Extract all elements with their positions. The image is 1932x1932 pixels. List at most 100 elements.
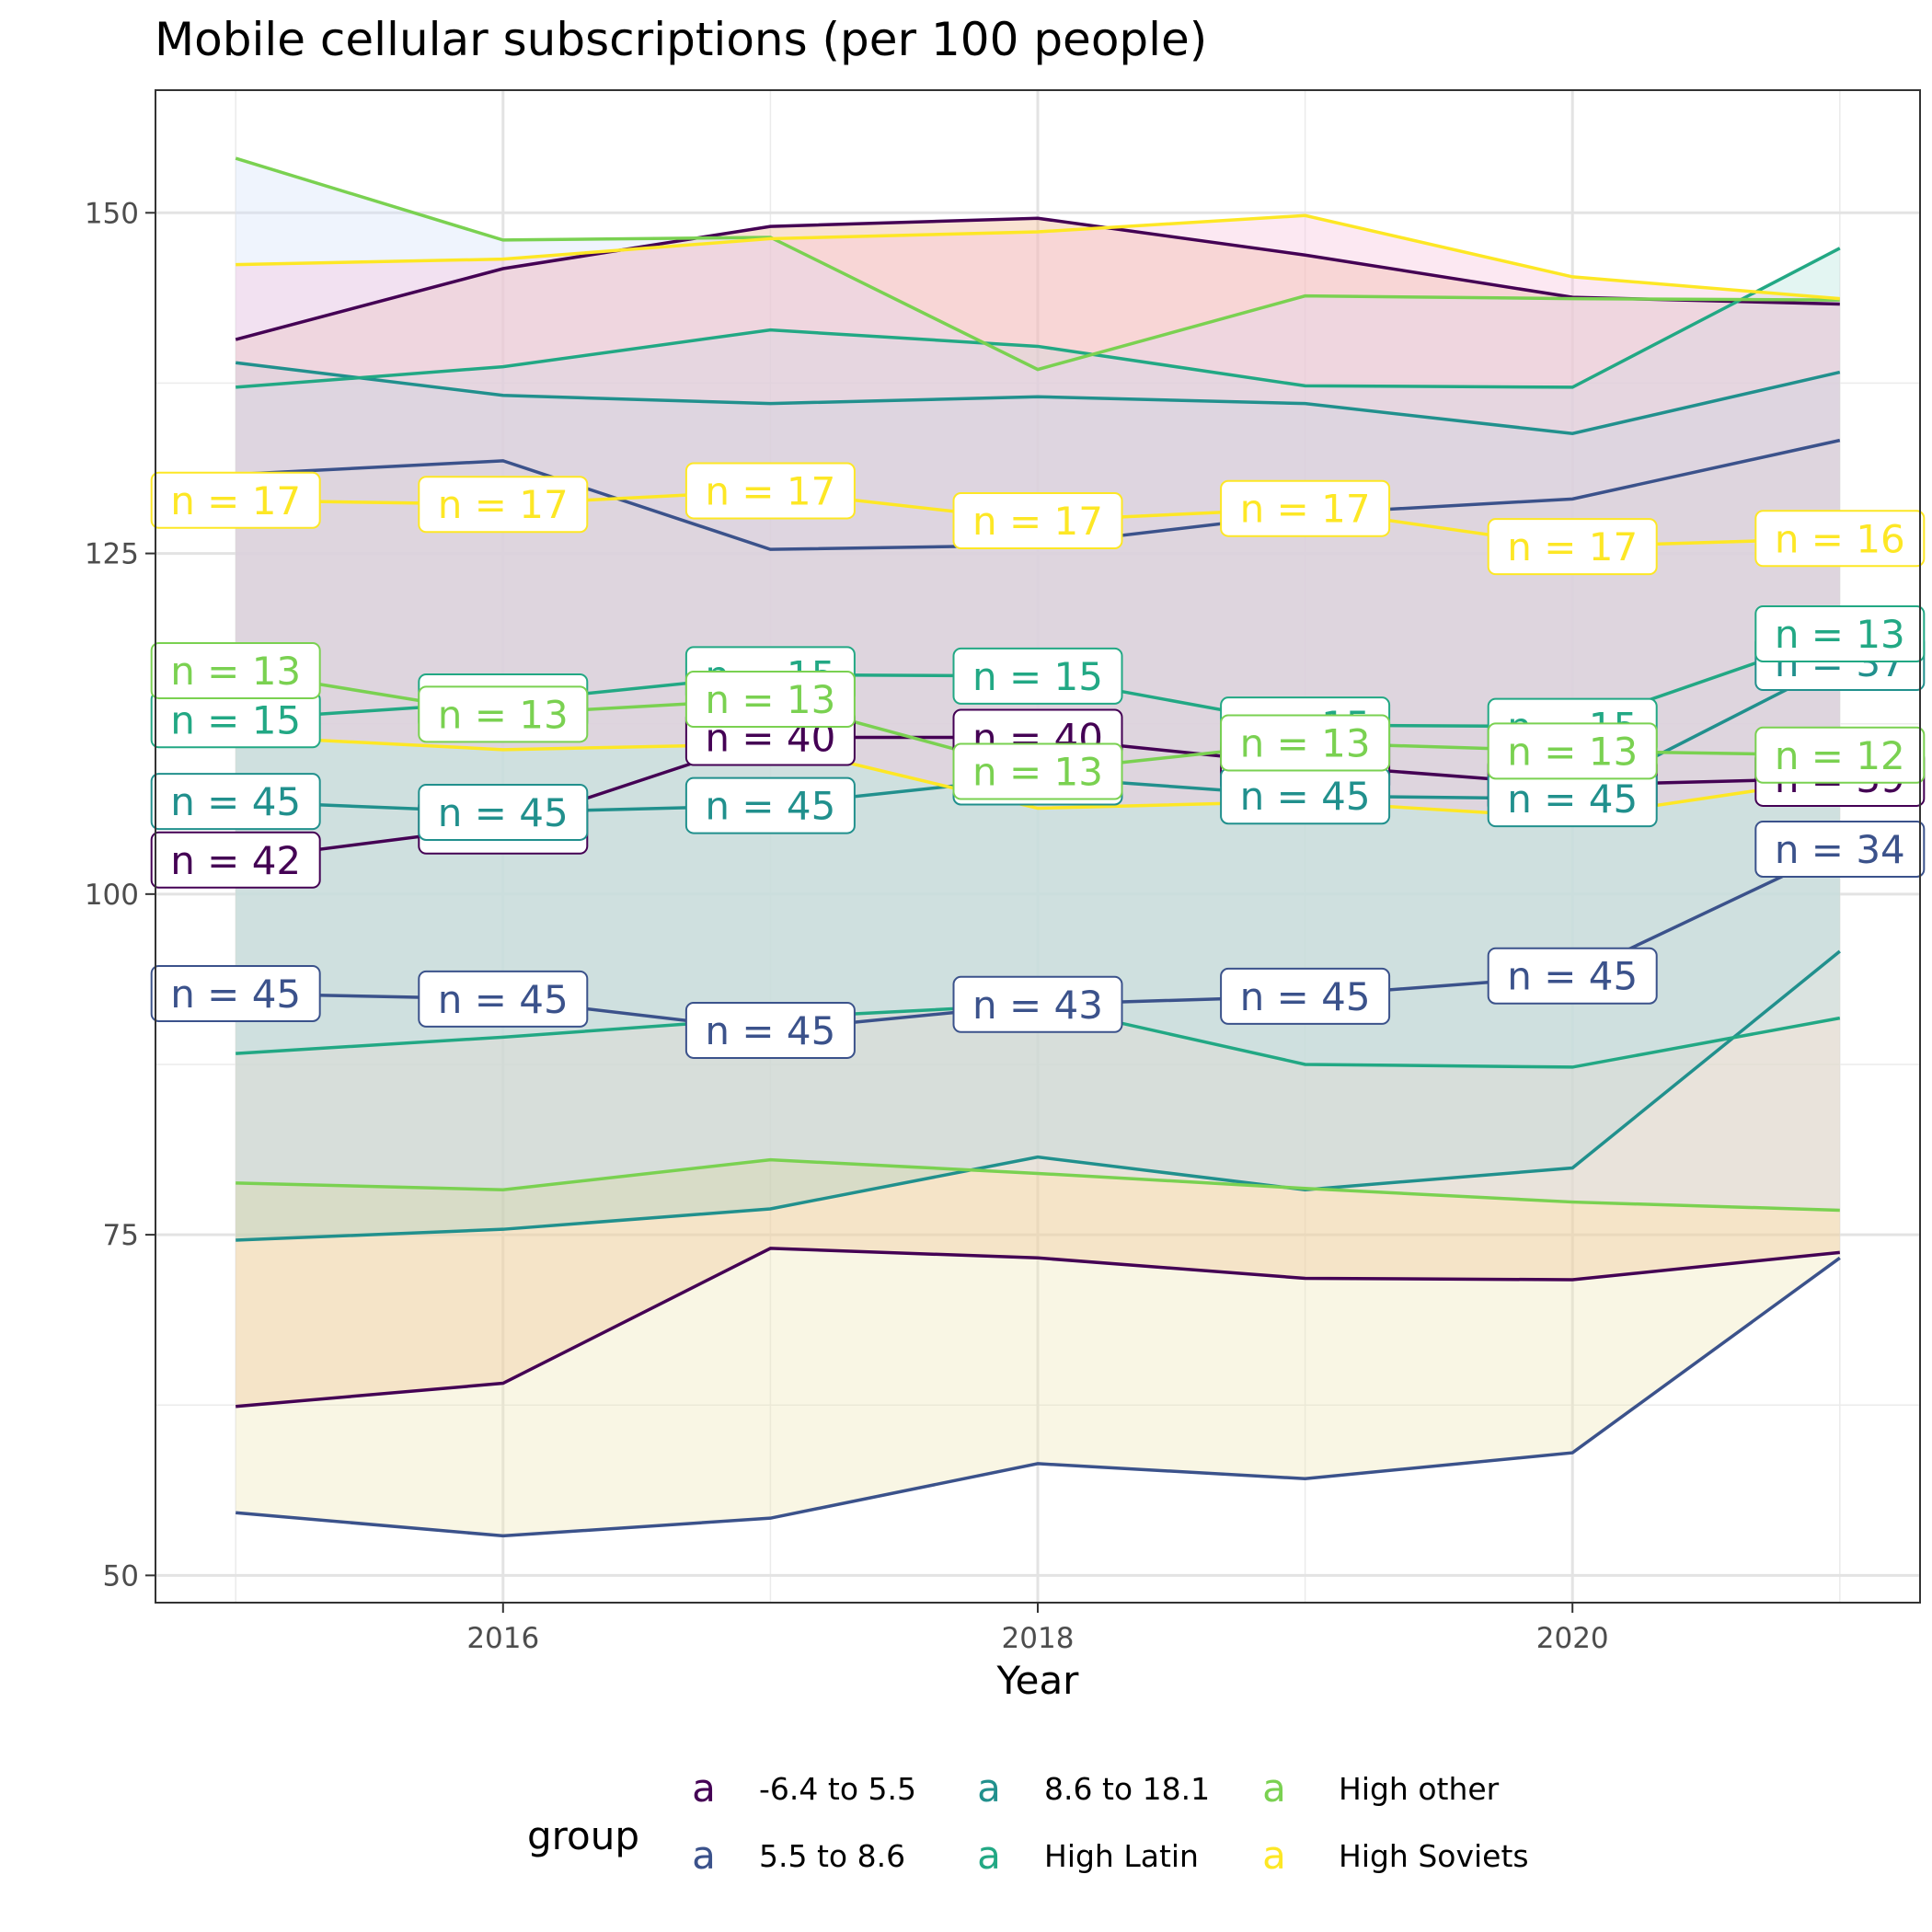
count-label: n = 13: [1220, 714, 1391, 772]
count-label-box: [418, 685, 589, 743]
count-label-text: n = 17: [438, 482, 569, 527]
legend-key: a: [977, 1765, 1001, 1811]
legend-label: 5.5 to 8.6: [759, 1838, 905, 1874]
chart-title: Mobile cellular subscriptions (per 100 p…: [155, 13, 1207, 66]
count-label-text: n = 17: [1507, 524, 1638, 569]
count-label-box: [418, 970, 589, 1028]
count-label-box: [684, 462, 856, 520]
count-label-text: n = 45: [170, 779, 301, 824]
count-label: n = 13: [1754, 604, 1926, 662]
count-label-box: [150, 641, 321, 699]
legend-label: High Latin: [1044, 1838, 1199, 1874]
legend-key: a: [1262, 1833, 1286, 1878]
count-label: n = 43: [952, 975, 1123, 1033]
x-tick-label: 2018: [1002, 1622, 1075, 1655]
legend-label: -6.4 to 5.5: [759, 1771, 916, 1807]
count-labels: n = 42n = 40n = 40n = 40n = 40n = 40n = …: [150, 462, 1926, 1059]
count-label: n = 15: [952, 647, 1123, 705]
count-label-text: n = 45: [705, 1008, 835, 1053]
legend-key: a: [692, 1765, 716, 1811]
band: [236, 218, 1840, 1407]
legend-label: 8.6 to 18.1: [1044, 1771, 1210, 1807]
count-label-box: [952, 742, 1123, 800]
count-label-text: n = 15: [170, 697, 301, 742]
legend-title: group: [527, 1813, 639, 1858]
count-label-box: [418, 783, 589, 841]
count-label: n = 13: [684, 671, 856, 729]
count-label-box: [1487, 947, 1658, 1005]
count-label-text: n = 34: [1775, 827, 1905, 872]
legend-entry: a -6.4 to 5.5: [692, 1765, 916, 1811]
count-label: n = 13: [952, 742, 1123, 800]
count-label: n = 13: [1487, 722, 1658, 780]
series-lower-line: [236, 1157, 1840, 1213]
count-label-text: n = 42: [170, 838, 301, 883]
x-axis: 2016 2018 2020: [466, 1603, 1609, 1655]
y-tick-label: 125: [85, 538, 139, 571]
count-label: n = 12: [1754, 726, 1926, 784]
count-label: n = 13: [418, 685, 589, 743]
y-axis: 50 75 100 125 150: [85, 197, 155, 1593]
count-label-box: [150, 471, 321, 529]
count-label: n = 45: [418, 970, 589, 1028]
count-label-box: [418, 476, 589, 534]
count-label-text: n = 17: [170, 478, 301, 523]
count-label-text: n = 17: [705, 468, 835, 513]
count-label: n = 45: [150, 773, 321, 831]
count-label-box: [1220, 714, 1391, 772]
count-label: n = 45: [1487, 770, 1658, 828]
x-tick-label: 2020: [1536, 1622, 1609, 1655]
legend-entry: a 5.5 to 8.6: [692, 1833, 905, 1878]
count-label: n = 42: [150, 831, 321, 889]
count-label: n = 45: [684, 776, 856, 834]
legend-entry: a 8.6 to 18.1: [977, 1765, 1210, 1811]
count-label: n = 15: [150, 691, 321, 749]
count-label-box: [1487, 722, 1658, 780]
series-lower-line: [236, 949, 1841, 1242]
y-tick-label: 150: [85, 197, 139, 230]
count-label: n = 45: [684, 1001, 856, 1059]
count-label: n = 17: [684, 462, 856, 520]
count-label-box: [150, 964, 321, 1022]
series-upper-line: [235, 361, 1841, 436]
count-label-text: n = 45: [705, 784, 835, 829]
x-tick-label: 2016: [466, 1622, 539, 1655]
count-label: n = 45: [1487, 947, 1658, 1005]
count-label-text: n = 43: [972, 983, 1103, 1028]
legend-key: a: [1262, 1765, 1286, 1811]
series-upper-line: [235, 156, 1840, 372]
count-label: n = 34: [1754, 820, 1926, 878]
y-tick-label: 50: [103, 1559, 139, 1593]
series-upper-line: [236, 247, 1841, 389]
count-label-text: n = 13: [1775, 612, 1905, 657]
count-label: n = 17: [150, 471, 321, 529]
count-label-box: [1220, 479, 1391, 537]
legend: group a -6.4 to 5.5 a 5.5 to 8.6 a 8.6 to 18.…: [527, 1765, 1529, 1878]
count-label-box: [1754, 726, 1926, 784]
count-label-text: n = 45: [1507, 776, 1638, 822]
count-label-text: n = 13: [972, 750, 1103, 795]
count-label-box: [1487, 518, 1658, 576]
series-lower-line: [236, 1256, 1841, 1538]
count-label-text: n = 13: [705, 677, 835, 722]
count-label-box: [150, 831, 321, 889]
count-label-text: n = 45: [1240, 774, 1371, 819]
count-label-box: [952, 647, 1123, 705]
count-label-text: n = 13: [1240, 720, 1371, 765]
count-label-text: n = 12: [1775, 733, 1905, 778]
y-tick-label: 100: [85, 879, 139, 912]
count-label-text: n = 45: [438, 790, 569, 835]
count-label-text: n = 13: [438, 692, 569, 737]
y-tick-label: 75: [103, 1219, 139, 1252]
count-label-text: n = 17: [972, 499, 1103, 544]
count-label: n = 45: [1220, 767, 1391, 825]
count-label-text: n = 45: [438, 977, 569, 1022]
legend-label: High other: [1339, 1771, 1500, 1807]
count-label: n = 16: [1754, 510, 1926, 568]
count-label-text: n = 45: [1240, 974, 1371, 1019]
count-label: n = 13: [150, 641, 321, 699]
count-label-text: n = 13: [1507, 729, 1638, 774]
count-label-box: [1754, 510, 1926, 568]
count-label-box: [952, 975, 1123, 1033]
